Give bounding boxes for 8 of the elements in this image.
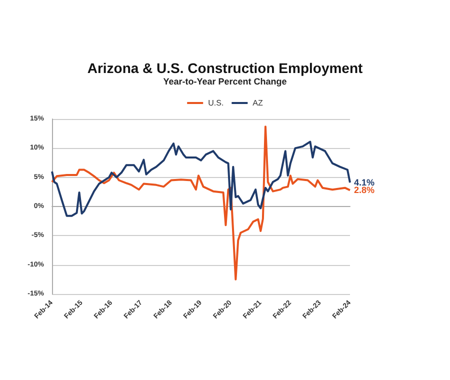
legend-label: U.S. (208, 98, 224, 108)
legend-label: AZ (252, 98, 264, 108)
annotation: 4.1% (354, 178, 375, 188)
chart-subtitle: Year-to-Year Percent Change (163, 76, 287, 86)
annotation: 2.8% (354, 185, 375, 196)
chart-title: Arizona & U.S. Construction Employment (87, 60, 364, 76)
line-series (51, 140, 351, 217)
line-series (51, 126, 351, 280)
